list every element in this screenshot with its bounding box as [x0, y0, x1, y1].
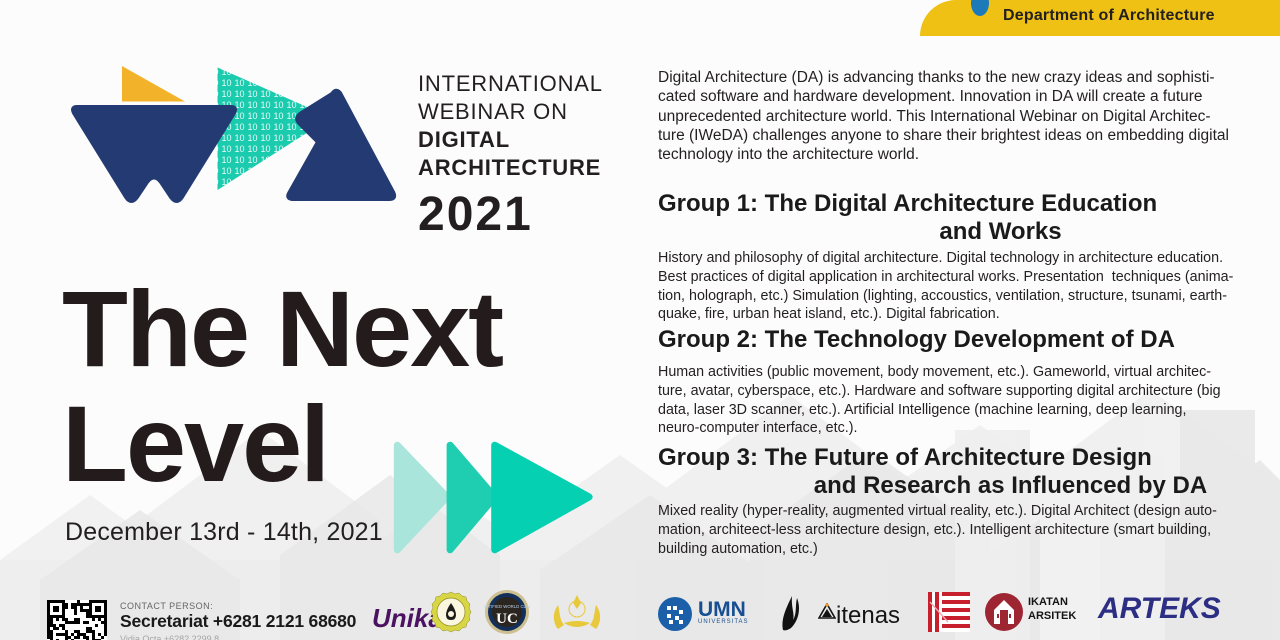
svg-text:UC: UC [496, 611, 518, 627]
svg-text:CERTIFIED WORLD CLASS: CERTIFIED WORLD CLASS [484, 604, 530, 609]
